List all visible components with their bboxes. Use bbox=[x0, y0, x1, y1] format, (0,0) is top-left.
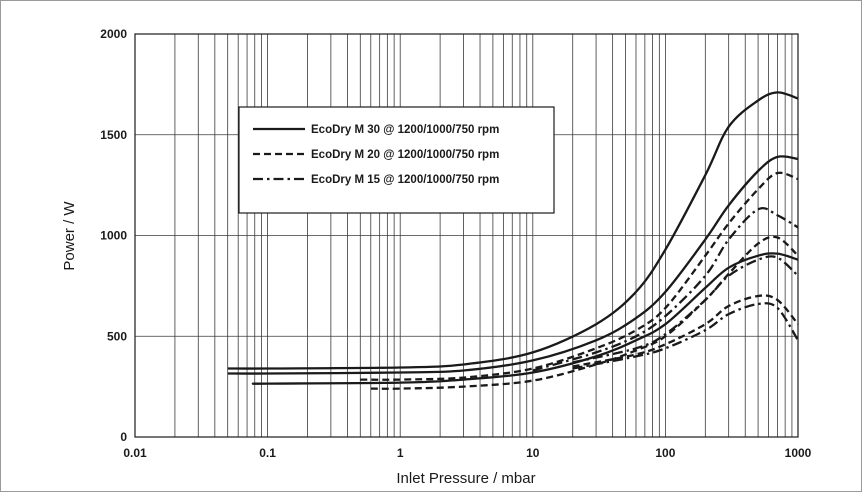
series-line-dashdot-8 bbox=[572, 255, 799, 364]
series-line-dashed-4 bbox=[360, 171, 799, 381]
y-tick-label: 2000 bbox=[100, 27, 127, 41]
series-line-dashdot-7 bbox=[532, 206, 799, 372]
x-tick-label: 10 bbox=[526, 446, 540, 460]
series-line-solid-2 bbox=[227, 155, 799, 375]
series-lines bbox=[227, 91, 799, 390]
x-tick-labels: 0.01 0.1 1 10 100 1000 bbox=[123, 446, 811, 460]
legend: EcoDry M 30 @ 1200/1000/750 rpm EcoDry M … bbox=[238, 106, 555, 214]
series-line-solid-1 bbox=[227, 91, 799, 370]
legend-label: EcoDry M 30 @ 1200/1000/750 rpm bbox=[311, 124, 499, 136]
legend-box bbox=[238, 106, 555, 214]
grid bbox=[134, 33, 798, 438]
series-line-solid-3 bbox=[251, 252, 799, 385]
series-line-dashed-5 bbox=[370, 235, 799, 390]
y-tick-label: 500 bbox=[107, 329, 127, 343]
legend-label: EcoDry M 20 @ 1200/1000/750 rpm bbox=[311, 149, 499, 161]
y-axis-label: Power / W bbox=[61, 201, 78, 271]
y-tick-label: 1500 bbox=[100, 128, 127, 142]
plot-border bbox=[134, 33, 799, 438]
legend-label: EcoDry M 15 @ 1200/1000/750 rpm bbox=[311, 174, 499, 186]
series-line-dashdot-9 bbox=[572, 302, 799, 370]
x-tick-label: 0.1 bbox=[259, 446, 276, 460]
y-tick-label: 0 bbox=[120, 430, 127, 444]
x-axis-label: Inlet Pressure / mbar bbox=[396, 470, 535, 487]
y-tick-label: 1000 bbox=[100, 229, 127, 243]
y-tick-labels: 0 500 1000 1500 2000 bbox=[100, 27, 127, 444]
x-tick-label: 0.01 bbox=[123, 446, 147, 460]
x-tick-label: 1000 bbox=[785, 446, 812, 460]
x-tick-label: 100 bbox=[655, 446, 675, 460]
x-tick-label: 1 bbox=[397, 446, 404, 460]
series-line-dashed-6 bbox=[572, 294, 799, 368]
